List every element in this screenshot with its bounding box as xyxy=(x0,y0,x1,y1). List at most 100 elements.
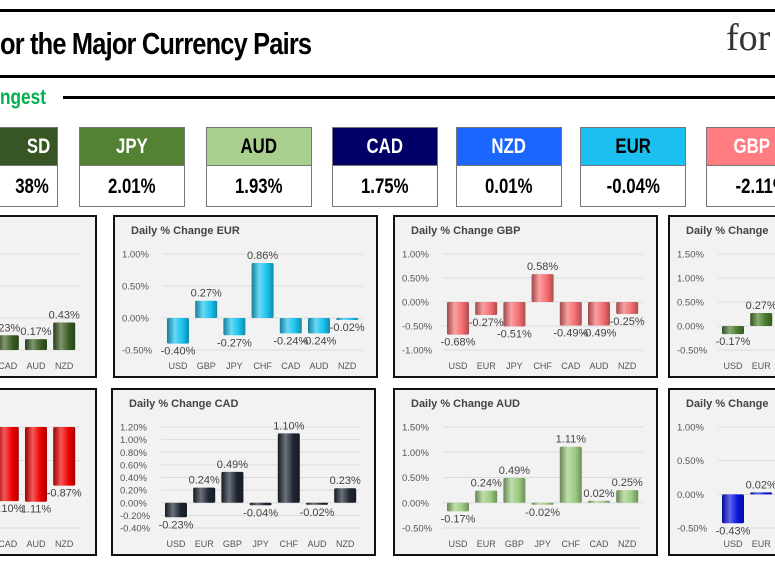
y-tick-label: 1.00% xyxy=(120,435,147,446)
page-title: or the Major Currency Pairs xyxy=(0,26,312,61)
chart-svg: 1.20%1.00% 0.80%0.60% 0.40% 0.20%0.00% -0.20… xyxy=(120,398,361,549)
chart-svg: 1.50% 1.00% 0.50% 0.00% -0.50% Daily % Change… xyxy=(402,398,643,549)
x-tick-label: CAD xyxy=(0,361,18,371)
data-label: 0.86% xyxy=(247,250,278,262)
y-tick-label: 0.00% xyxy=(402,298,429,309)
data-label: 0.02% xyxy=(746,479,775,491)
currency-box-cad: CAD 1.75% xyxy=(332,127,438,207)
x-tick-label: GBP xyxy=(223,539,242,549)
data-label: -0.23% xyxy=(159,519,194,531)
bar-usd xyxy=(722,494,744,524)
data-label: 0.02% xyxy=(583,488,614,500)
data-label: -0.17% xyxy=(441,513,476,525)
currency-change-text: -0.04% xyxy=(606,175,660,198)
currency-change: -2.11% xyxy=(707,166,775,208)
y-tick-label: 1.00% xyxy=(677,274,704,285)
y-tick-label: 0.50% xyxy=(402,274,429,285)
bar-nzd xyxy=(616,490,639,503)
x-tick-label: EUR xyxy=(477,539,497,549)
bar-aud xyxy=(308,318,330,334)
bar-gbp xyxy=(195,300,218,318)
header-bottom-rule xyxy=(0,75,775,78)
bar-aud xyxy=(25,339,47,350)
currency-box-nzd: NZD 0.01% xyxy=(456,127,562,207)
y-tick-label: 1.00% xyxy=(402,250,429,261)
y-tick-label: -0.50% xyxy=(677,346,708,357)
data-label: 0.27% xyxy=(191,288,222,300)
currency-box-jpy: JPY 2.01% xyxy=(79,127,185,207)
bar-usd xyxy=(722,326,744,335)
x-tick-label: AUD xyxy=(307,539,327,549)
strongest-heading: ngest xyxy=(0,86,46,109)
data-label: 0.24% xyxy=(471,478,502,490)
chart-title: Daily % Change xyxy=(686,225,769,237)
y-tick-label: 1.20% xyxy=(120,423,147,434)
y-tick-label: 1.00% xyxy=(677,423,704,434)
x-tick-label: CHF xyxy=(562,539,581,549)
currency-change-text: 1.93% xyxy=(235,175,283,198)
data-label: 0.17% xyxy=(20,326,51,338)
currency-change-text: 0.01% xyxy=(485,175,533,198)
data-label: -0.02% xyxy=(525,507,560,519)
data-label: -0.25% xyxy=(610,316,645,328)
chart-panel: 1.10% CAD 1.11% AUD -0.87% NZD xyxy=(0,388,97,556)
x-tick-label: AUD xyxy=(309,361,329,371)
x-tick-label: NZD xyxy=(338,361,357,371)
chart-title: Daily % Change GBP xyxy=(411,225,520,237)
chart-title: Daily % Change EUR xyxy=(131,225,240,237)
bar-gbp xyxy=(221,471,244,503)
data-label: 0.25% xyxy=(612,477,643,489)
data-label: -0.87% xyxy=(47,488,82,500)
currency-code-text: JPY xyxy=(116,134,148,158)
x-tick-label: CAD xyxy=(0,539,18,549)
x-tick-label: NZD xyxy=(55,361,74,371)
currency-box-gbp: GBP -2.11% xyxy=(706,127,775,207)
data-label: 0.49% xyxy=(499,465,530,477)
y-tick-label: 0.50% xyxy=(402,473,429,484)
data-label: -0.40% xyxy=(161,346,196,358)
currency-code: CAD xyxy=(333,128,437,166)
currency-change: 1.93% xyxy=(207,166,311,208)
y-tick-label: 0.00% xyxy=(122,314,149,325)
y-tick-label: 1.50% xyxy=(677,250,704,261)
bar-usd xyxy=(167,318,189,344)
x-tick-label: EUR xyxy=(195,539,215,549)
currency-code-text: CAD xyxy=(366,134,404,158)
x-tick-label: CHF xyxy=(533,361,552,371)
x-tick-label: JPY xyxy=(534,539,551,549)
x-tick-label: CAD xyxy=(281,361,301,371)
currency-code-text: EUR xyxy=(615,134,651,158)
chart-panel: 1.00% 0.50% 0.00% -0.50% Daily % Change -0.43… xyxy=(668,388,775,556)
bar-eur xyxy=(193,487,216,503)
bar-eur xyxy=(475,302,498,315)
currency-change: 2.01% xyxy=(80,166,184,208)
y-tick-label: -0.50% xyxy=(677,524,708,535)
data-label: -0.02% xyxy=(330,322,365,334)
y-tick-label: 0.00% xyxy=(120,498,147,509)
data-label: -0.24% xyxy=(302,335,337,347)
data-label: 0.24% xyxy=(189,475,220,487)
y-tick-label: -1.00% xyxy=(402,346,433,357)
y-tick-label: -0.50% xyxy=(402,524,433,535)
x-tick-label: CAD xyxy=(589,539,609,549)
bar-aud xyxy=(588,302,610,326)
bar-eur xyxy=(750,313,773,326)
y-tick-label: 0.20% xyxy=(120,486,147,497)
y-tick-label: -0.40% xyxy=(120,524,151,535)
section-rule xyxy=(63,96,775,99)
y-tick-label: 0.80% xyxy=(120,448,147,459)
chart-panel: 1.00% 0.50% 0.00% -0.50% -1.00% Daily % Chang… xyxy=(393,215,658,378)
x-tick-label: GBP xyxy=(505,539,524,549)
bar-usd xyxy=(447,502,469,512)
x-tick-label: USD xyxy=(166,539,186,549)
bar-cad xyxy=(588,500,610,503)
bar-nzd xyxy=(334,488,357,503)
x-tick-label: AUD xyxy=(26,361,46,371)
bar-aud xyxy=(25,427,47,502)
x-tick-label: NZD xyxy=(336,539,355,549)
bar-chf xyxy=(559,446,582,503)
x-tick-label: CHF xyxy=(280,539,299,549)
currency-change: -0.04% xyxy=(581,166,685,208)
data-label: -0.49% xyxy=(582,328,617,340)
y-tick-label: 1.50% xyxy=(402,423,429,434)
